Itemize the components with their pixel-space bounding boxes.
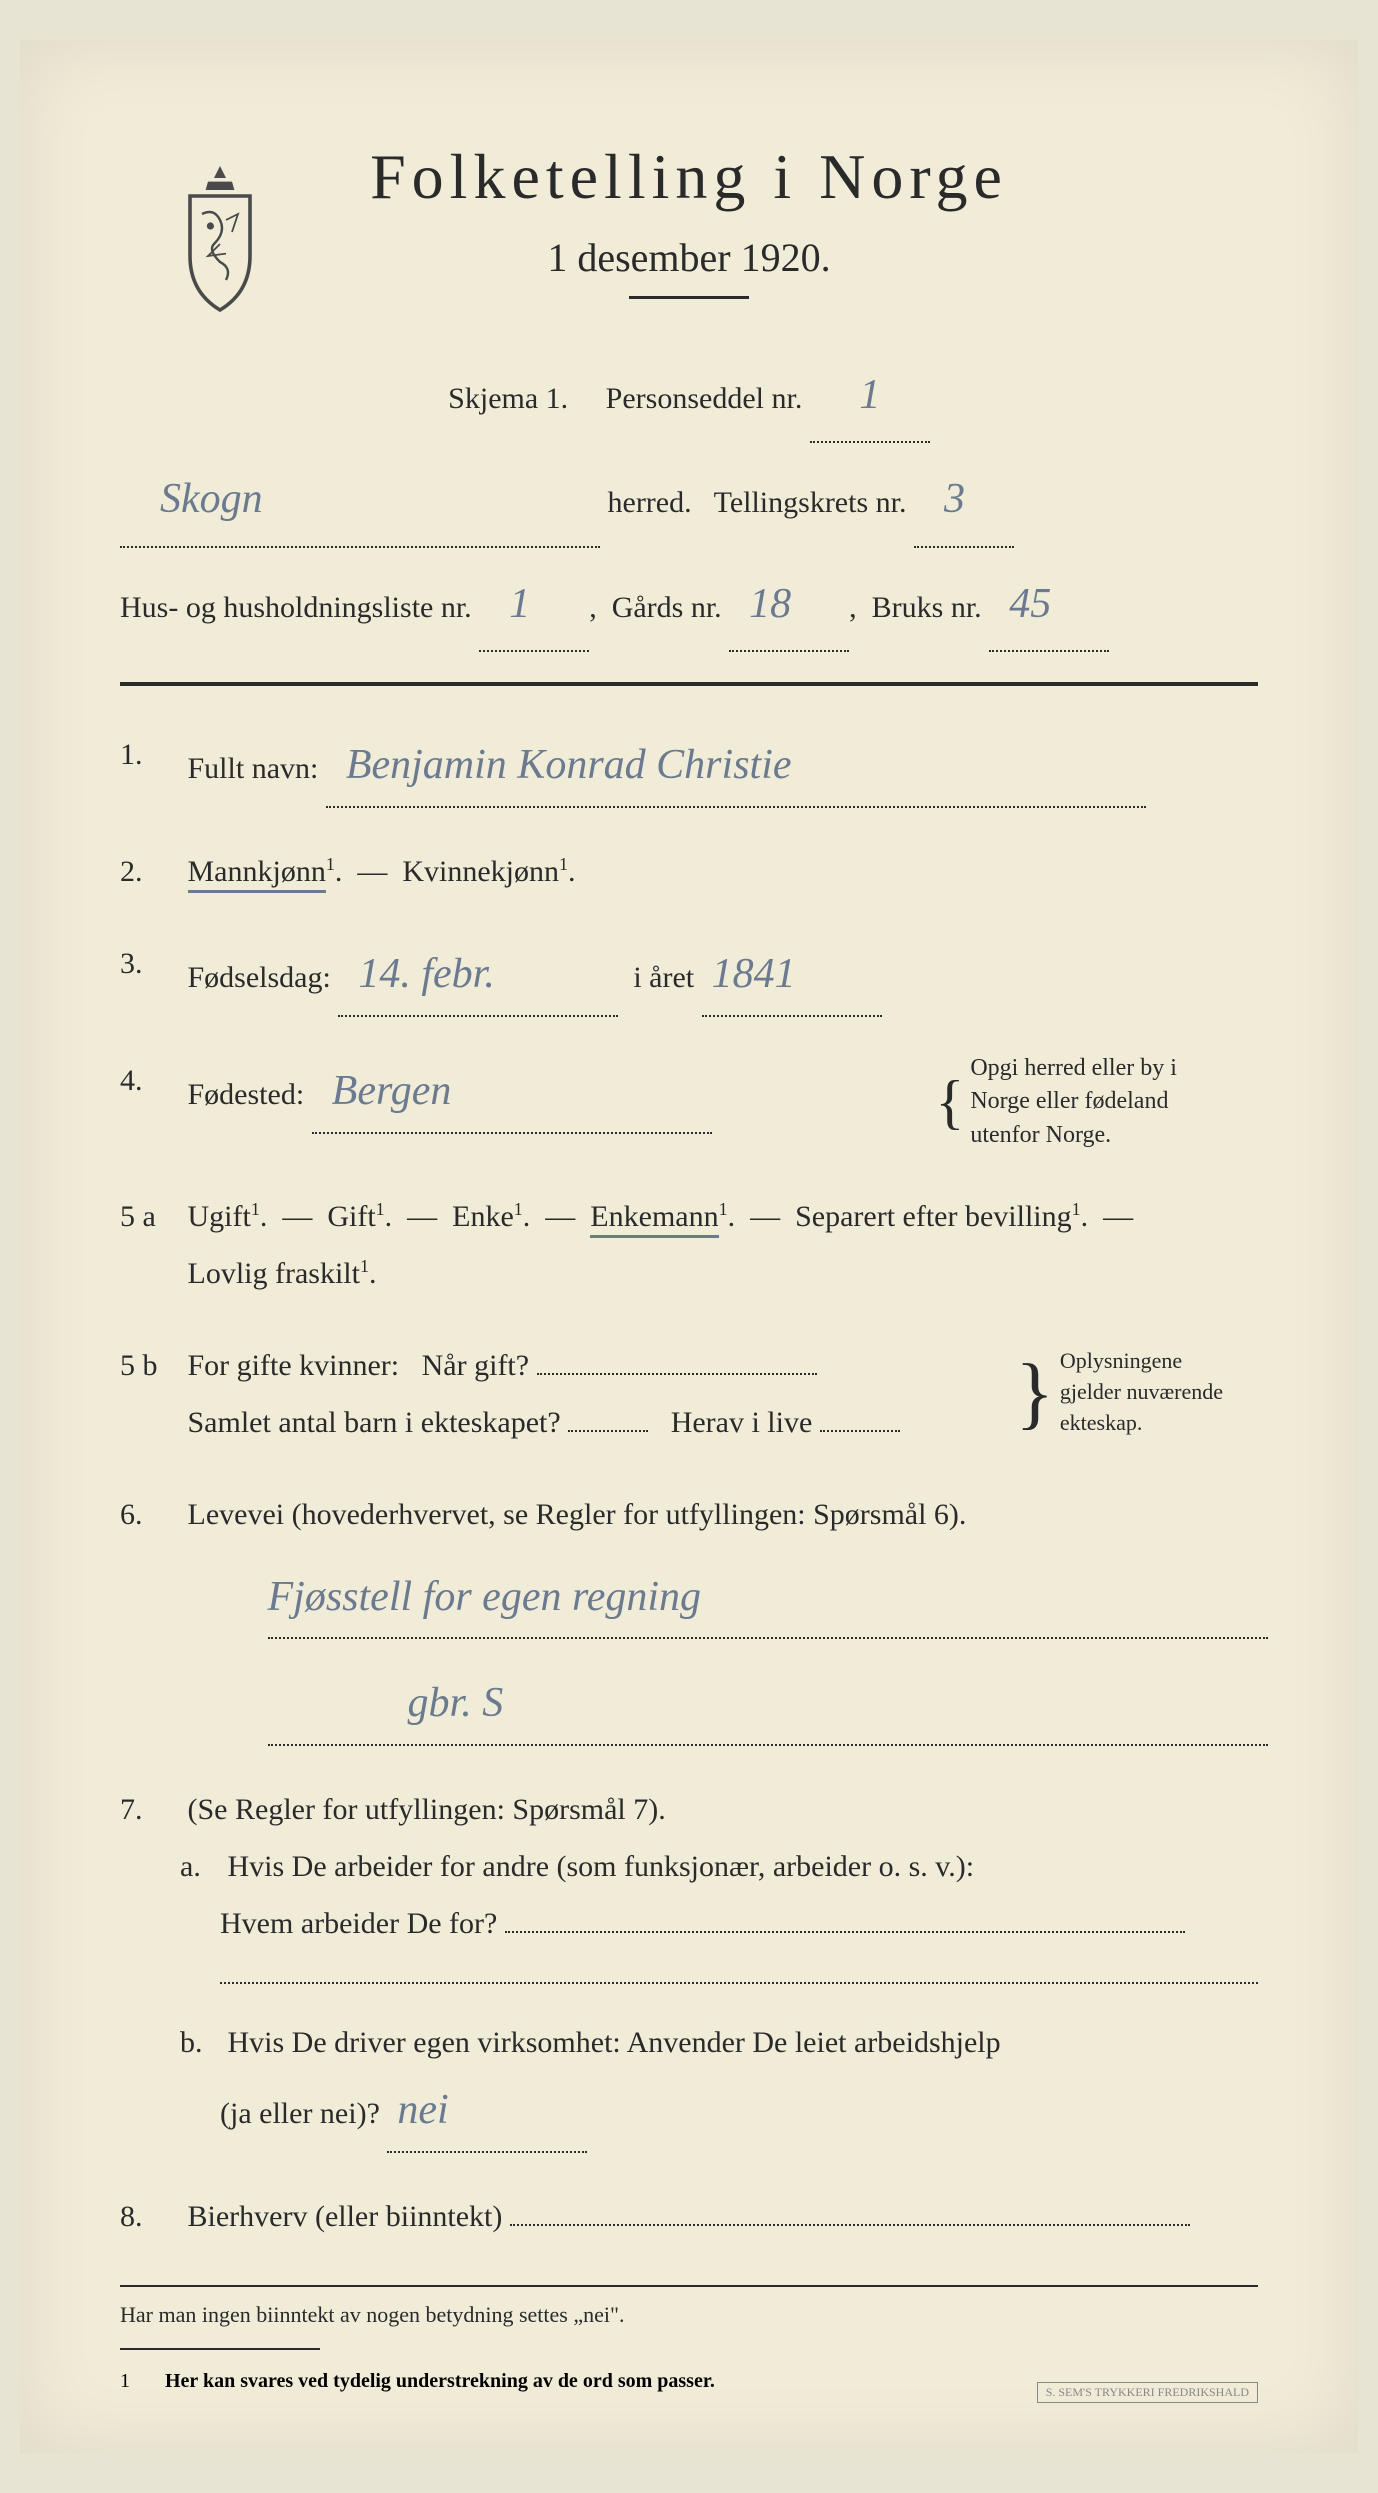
skjema-label: Skjema 1. <box>448 382 568 415</box>
gards-label: Gårds nr. <box>612 591 722 624</box>
q7a-text2: Hvem arbeider De for? <box>220 1907 497 1940</box>
q5a-gift: Gift <box>327 1200 375 1233</box>
q5a-fraskilt: Lovlig fraskilt <box>188 1257 360 1290</box>
footnote-divider-2 <box>120 2348 320 2350</box>
q4-value: Bergen <box>332 1052 452 1132</box>
q5a-num: 5 a <box>120 1188 180 1245</box>
q5a-ugift: Ugift <box>188 1200 251 1233</box>
bruks-label: Bruks nr. <box>872 591 982 624</box>
q5b-num: 5 b <box>120 1337 180 1394</box>
q2-num: 2. <box>120 843 180 900</box>
q6-label: Levevei (hovederhvervet, se Regler for u… <box>188 1498 967 1531</box>
question-1: 1. Fullt navn: Benjamin Konrad Christie <box>120 726 1258 808</box>
q7b-text1: Hvis De driver egen virksomhet: Anvender… <box>228 2026 1001 2059</box>
q3-num: 3. <box>120 935 180 992</box>
question-7b: b. Hvis De driver egen virksomhet: Anven… <box>180 2014 1258 2153</box>
date-subtitle: 1 desember 1920. <box>120 234 1258 281</box>
census-form-page: Folketelling i Norge 1 desember 1920. Sk… <box>20 40 1358 2453</box>
q4-label: Fødested: <box>188 1078 305 1111</box>
q4-num: 4. <box>120 1052 180 1109</box>
q8-num: 8. <box>120 2188 180 2245</box>
herred-value: Skogn <box>160 453 263 545</box>
q5b-label1: For gifte kvinner: <box>188 1349 400 1382</box>
q5a-enkemann: Enkemann <box>590 1200 718 1238</box>
q2-kvinne: Kvinnekjønn <box>402 855 559 888</box>
skjema-line: Skjema 1. Personseddel nr. 1 <box>120 349 1258 443</box>
bruks-value: 45 <box>1009 558 1051 650</box>
q7-label: (Se Regler for utfyllingen: Spørsmål 7). <box>188 1793 666 1826</box>
footnote-divider <box>120 2285 1258 2287</box>
q3-day-value: 14. febr. <box>358 935 495 1015</box>
q7b-letter: b. <box>180 2014 220 2071</box>
q5b-note: } Oplysningene gjelder nuværende ekteska… <box>1016 1337 1256 1449</box>
question-7a: a. Hvis De arbeider for andre (som funks… <box>180 1838 1258 1984</box>
section-divider <box>120 682 1258 686</box>
q1-num: 1. <box>120 726 180 783</box>
q5b-label3: Samlet antal barn i ekteskapet? <box>188 1406 561 1439</box>
question-5a: 5 a Ugift1. — Gift1. — Enke1. — Enkemann… <box>120 1188 1258 1302</box>
q6-value1: Fjøsstell for egen regning <box>268 1558 702 1638</box>
q7b-value: nei <box>397 2071 448 2151</box>
title-divider <box>629 296 749 299</box>
q2-mann: Mannkjønn <box>188 855 326 893</box>
q3-year-value: 1841 <box>712 935 796 1015</box>
printer-stamp: S. SEM'S TRYKKERI FREDRIKSHALD <box>1037 2382 1258 2403</box>
q7-num: 7. <box>120 1781 180 1838</box>
q3-label: Fødselsdag: <box>188 961 331 994</box>
footnote-1: Har man ingen biinntekt av nogen betydni… <box>120 2302 1258 2328</box>
q5b-label2: Når gift? <box>422 1349 529 1382</box>
gards-value: 18 <box>749 558 791 650</box>
herred-label: herred. <box>608 486 692 519</box>
q5b-label4: Herav i live <box>671 1406 813 1439</box>
q3-year-label: i året <box>633 961 694 994</box>
q7b-text2: (ja eller nei)? <box>220 2097 380 2130</box>
personseddel-label: Personseddel nr. <box>606 382 803 415</box>
main-title: Folketelling i Norge <box>120 140 1258 214</box>
question-3: 3. Fødselsdag: 14. febr. i året 1841 <box>120 935 1258 1017</box>
q6-num: 6. <box>120 1486 180 1543</box>
question-6: 6. Levevei (hovederhvervet, se Regler fo… <box>120 1486 1258 1747</box>
q6-value2: gbr. S <box>408 1664 504 1744</box>
q7a-letter: a. <box>180 1838 220 1895</box>
husliste-label: Hus- og husholdningsliste nr. <box>120 591 472 624</box>
question-4: 4. Fødested: Bergen { Opgi herred eller … <box>120 1052 1258 1153</box>
question-8: 8. Bierhverv (eller biinntekt) <box>120 2188 1258 2245</box>
document-header: Folketelling i Norge 1 desember 1920. <box>120 140 1258 299</box>
q5a-enke: Enke <box>452 1200 514 1233</box>
coat-of-arms <box>160 160 280 310</box>
tellingskrets-label: Tellingskrets nr. <box>714 486 907 519</box>
q7a-text1: Hvis De arbeider for andre (som funksjon… <box>228 1850 975 1883</box>
q1-label: Fullt navn: <box>188 752 319 785</box>
q8-label: Bierhverv (eller biinntekt) <box>188 2200 503 2233</box>
norway-crest-icon <box>160 160 280 316</box>
q5a-separert: Separert efter bevilling <box>795 1200 1072 1233</box>
question-7: 7. (Se Regler for utfyllingen: Spørsmål … <box>120 1781 1258 2153</box>
q1-value: Benjamin Konrad Christie <box>346 726 792 806</box>
tellingskrets-value: 3 <box>944 453 965 545</box>
husliste-value: 1 <box>509 558 530 650</box>
question-5b: 5 b For gifte kvinner: Når gift? } Oplys… <box>120 1337 1258 1451</box>
personseddel-value: 1 <box>859 349 880 441</box>
husliste-line: Hus- og husholdningsliste nr. 1 , Gårds … <box>120 558 1258 652</box>
herred-line: Skogn herred. Tellingskrets nr. 3 <box>120 453 1258 547</box>
question-2: 2. Mannkjønn1. — Kvinnekjønn1. <box>120 843 1258 900</box>
q4-note: { Opgi herred eller by i Norge eller fød… <box>936 1052 1256 1153</box>
